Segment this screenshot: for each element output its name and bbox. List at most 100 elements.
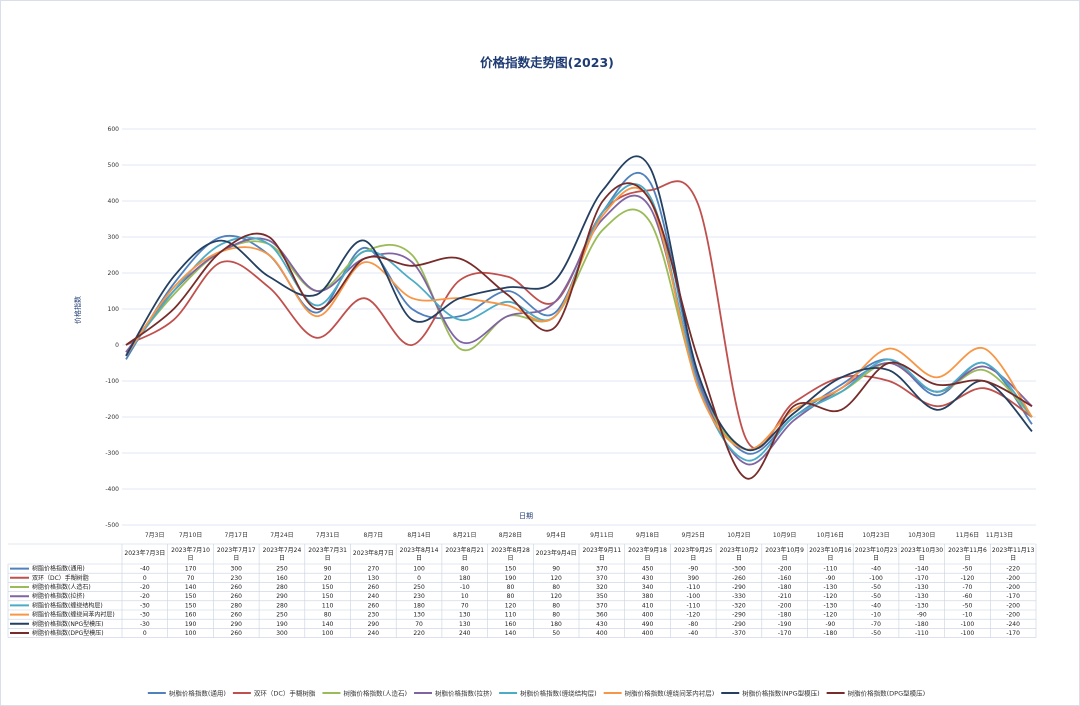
table-value-cell: 240 (368, 593, 380, 600)
table-header-cell: 2023年9月11 日 (582, 546, 621, 562)
table-value-cell: 230 (368, 612, 380, 619)
table-value-cell: 280 (276, 602, 288, 609)
table-value-cell: 70 (415, 621, 423, 628)
table-value-cell: 350 (596, 593, 608, 600)
table-value-cell: 160 (276, 575, 288, 582)
table-value-cell: -290 (732, 584, 746, 591)
table-value-cell: -180 (778, 584, 792, 591)
table-value-cell: 160 (505, 621, 517, 628)
table-value-cell: 160 (185, 612, 197, 619)
table-value-cell: 100 (413, 566, 425, 573)
x-tick-label: 11月13日 (986, 532, 1013, 539)
table-header-cell: 2023年10月9 日 (765, 546, 804, 562)
table-value-cell: 150 (185, 593, 197, 600)
table-header-cell: 2023年7月24 日 (263, 546, 302, 562)
table-value-cell: 50 (552, 630, 560, 637)
y-axis-title: 价格指数 (73, 296, 82, 324)
table-value-cell: 0 (143, 630, 147, 637)
table-header-cell: 2023年7月17 日 (217, 546, 256, 562)
series-line (125, 186, 1033, 451)
table-value-cell: -40 (688, 630, 698, 637)
x-tick-label: 10月30日 (908, 532, 935, 539)
table-value-cell: -70 (963, 584, 973, 591)
table-value-cell: 430 (596, 621, 608, 628)
table-value-cell: -50 (963, 602, 973, 609)
table-header-cell: 2023年7月3日 (124, 549, 165, 557)
table-value-cell: 400 (642, 612, 654, 619)
table-series-name: 树脂价格指数(通用) (32, 565, 85, 573)
legend: 树脂价格指数(通用) 双环（DC）手糊树脂 树脂价格指数(人造石) 树脂价格指数(拉挤… (147, 688, 925, 697)
y-tick-label: 200 (108, 270, 120, 277)
table-value-cell: 80 (552, 602, 560, 609)
table-value-cell: 80 (507, 584, 515, 591)
table-header-cell: 2023年8月28 日 (491, 546, 530, 562)
table-header-cell: 2023年10月16 日 (809, 546, 852, 562)
table-value-cell: 150 (505, 566, 517, 573)
x-tick-label: 9月4日 (546, 532, 566, 539)
table-value-cell: 180 (459, 575, 471, 582)
table-value-cell: -190 (778, 621, 792, 628)
table-value-cell: -50 (871, 593, 881, 600)
table-value-cell: -10 (963, 612, 973, 619)
y-tick-label: -200 (105, 414, 119, 421)
table-series-name: 树脂价格指数(DPG型模压) (32, 629, 104, 637)
table-value-cell: 250 (276, 612, 288, 619)
table-header-cell: 2023年8月14 日 (400, 546, 439, 562)
table-value-cell: -290 (732, 612, 746, 619)
table-value-cell: 110 (505, 612, 517, 619)
table-value-cell: 80 (461, 566, 469, 573)
x-tick-label: 8月7日 (364, 532, 384, 539)
table-value-cell: -240 (1006, 621, 1020, 628)
legend-entry: 树脂价格指数(缠绕结构层) (520, 688, 597, 697)
table-value-cell: 220 (413, 630, 425, 637)
table-value-cell: -130 (915, 584, 929, 591)
table-value-cell: -90 (825, 621, 835, 628)
table-value-cell: 120 (505, 602, 517, 609)
x-tick-label: 11月6日 (956, 532, 979, 539)
y-tick-label: 400 (108, 198, 120, 205)
table-value-cell: -290 (732, 621, 746, 628)
table-value-cell: 290 (368, 621, 380, 628)
table-value-cell: -40 (871, 566, 881, 573)
table-value-cell: 80 (324, 612, 332, 619)
table-value-cell: 280 (276, 584, 288, 591)
table-value-cell: 270 (368, 566, 380, 573)
table-value-cell: -180 (824, 630, 838, 637)
x-axis-title: 日期 (519, 512, 533, 520)
table-value-cell: -90 (917, 612, 927, 619)
table-header-cell: 2023年8月21 日 (445, 546, 484, 562)
table-value-cell: 90 (552, 566, 560, 573)
table-value-cell: -100 (869, 575, 883, 582)
table-value-cell: -260 (732, 575, 746, 582)
x-tick-label: 9月18日 (636, 532, 659, 539)
y-axis-ticks: 600 500 400 300 200 100 0 -100 -200 -300 -400 -500 (105, 126, 119, 529)
table-value-cell: 290 (231, 621, 243, 628)
table-value-cell: -100 (686, 593, 700, 600)
table-value-cell: 260 (231, 584, 243, 591)
chart-title: 价格指数走势图(2023) (480, 55, 614, 70)
table-value-cell: 230 (231, 575, 243, 582)
table-value-cell: -80 (688, 621, 698, 628)
table-value-cell: 10 (461, 593, 469, 600)
table-value-cell: 360 (596, 612, 608, 619)
y-tick-label: 600 (108, 126, 120, 133)
table-value-cell: -50 (963, 566, 973, 573)
table-value-cell: 150 (185, 602, 197, 609)
table-value-cell: 180 (550, 621, 562, 628)
table-value-cell: 490 (642, 621, 654, 628)
table-value-cell: -120 (824, 612, 838, 619)
table-value-cell: -50 (871, 630, 881, 637)
table-value-cell: 130 (459, 612, 471, 619)
table-value-cell: -180 (778, 612, 792, 619)
table-value-cell: -200 (1006, 602, 1020, 609)
table-value-cell: 260 (368, 584, 380, 591)
legend-entry: 树脂价格指数(通用) (169, 688, 226, 697)
x-axis-ticks: 7月3日 7月10日 7月17日 7月24日 7月31日 8月7日 8月14日 8月21日 8月… (145, 532, 1013, 539)
table-value-cell: 100 (185, 630, 197, 637)
y-tick-label: 100 (108, 306, 120, 313)
table-value-cell: 70 (461, 602, 469, 609)
table-series-name: 树脂价格指数(NPG型模压) (32, 620, 103, 628)
table-value-cell: -30 (140, 612, 150, 619)
table-value-cell: -130 (824, 584, 838, 591)
